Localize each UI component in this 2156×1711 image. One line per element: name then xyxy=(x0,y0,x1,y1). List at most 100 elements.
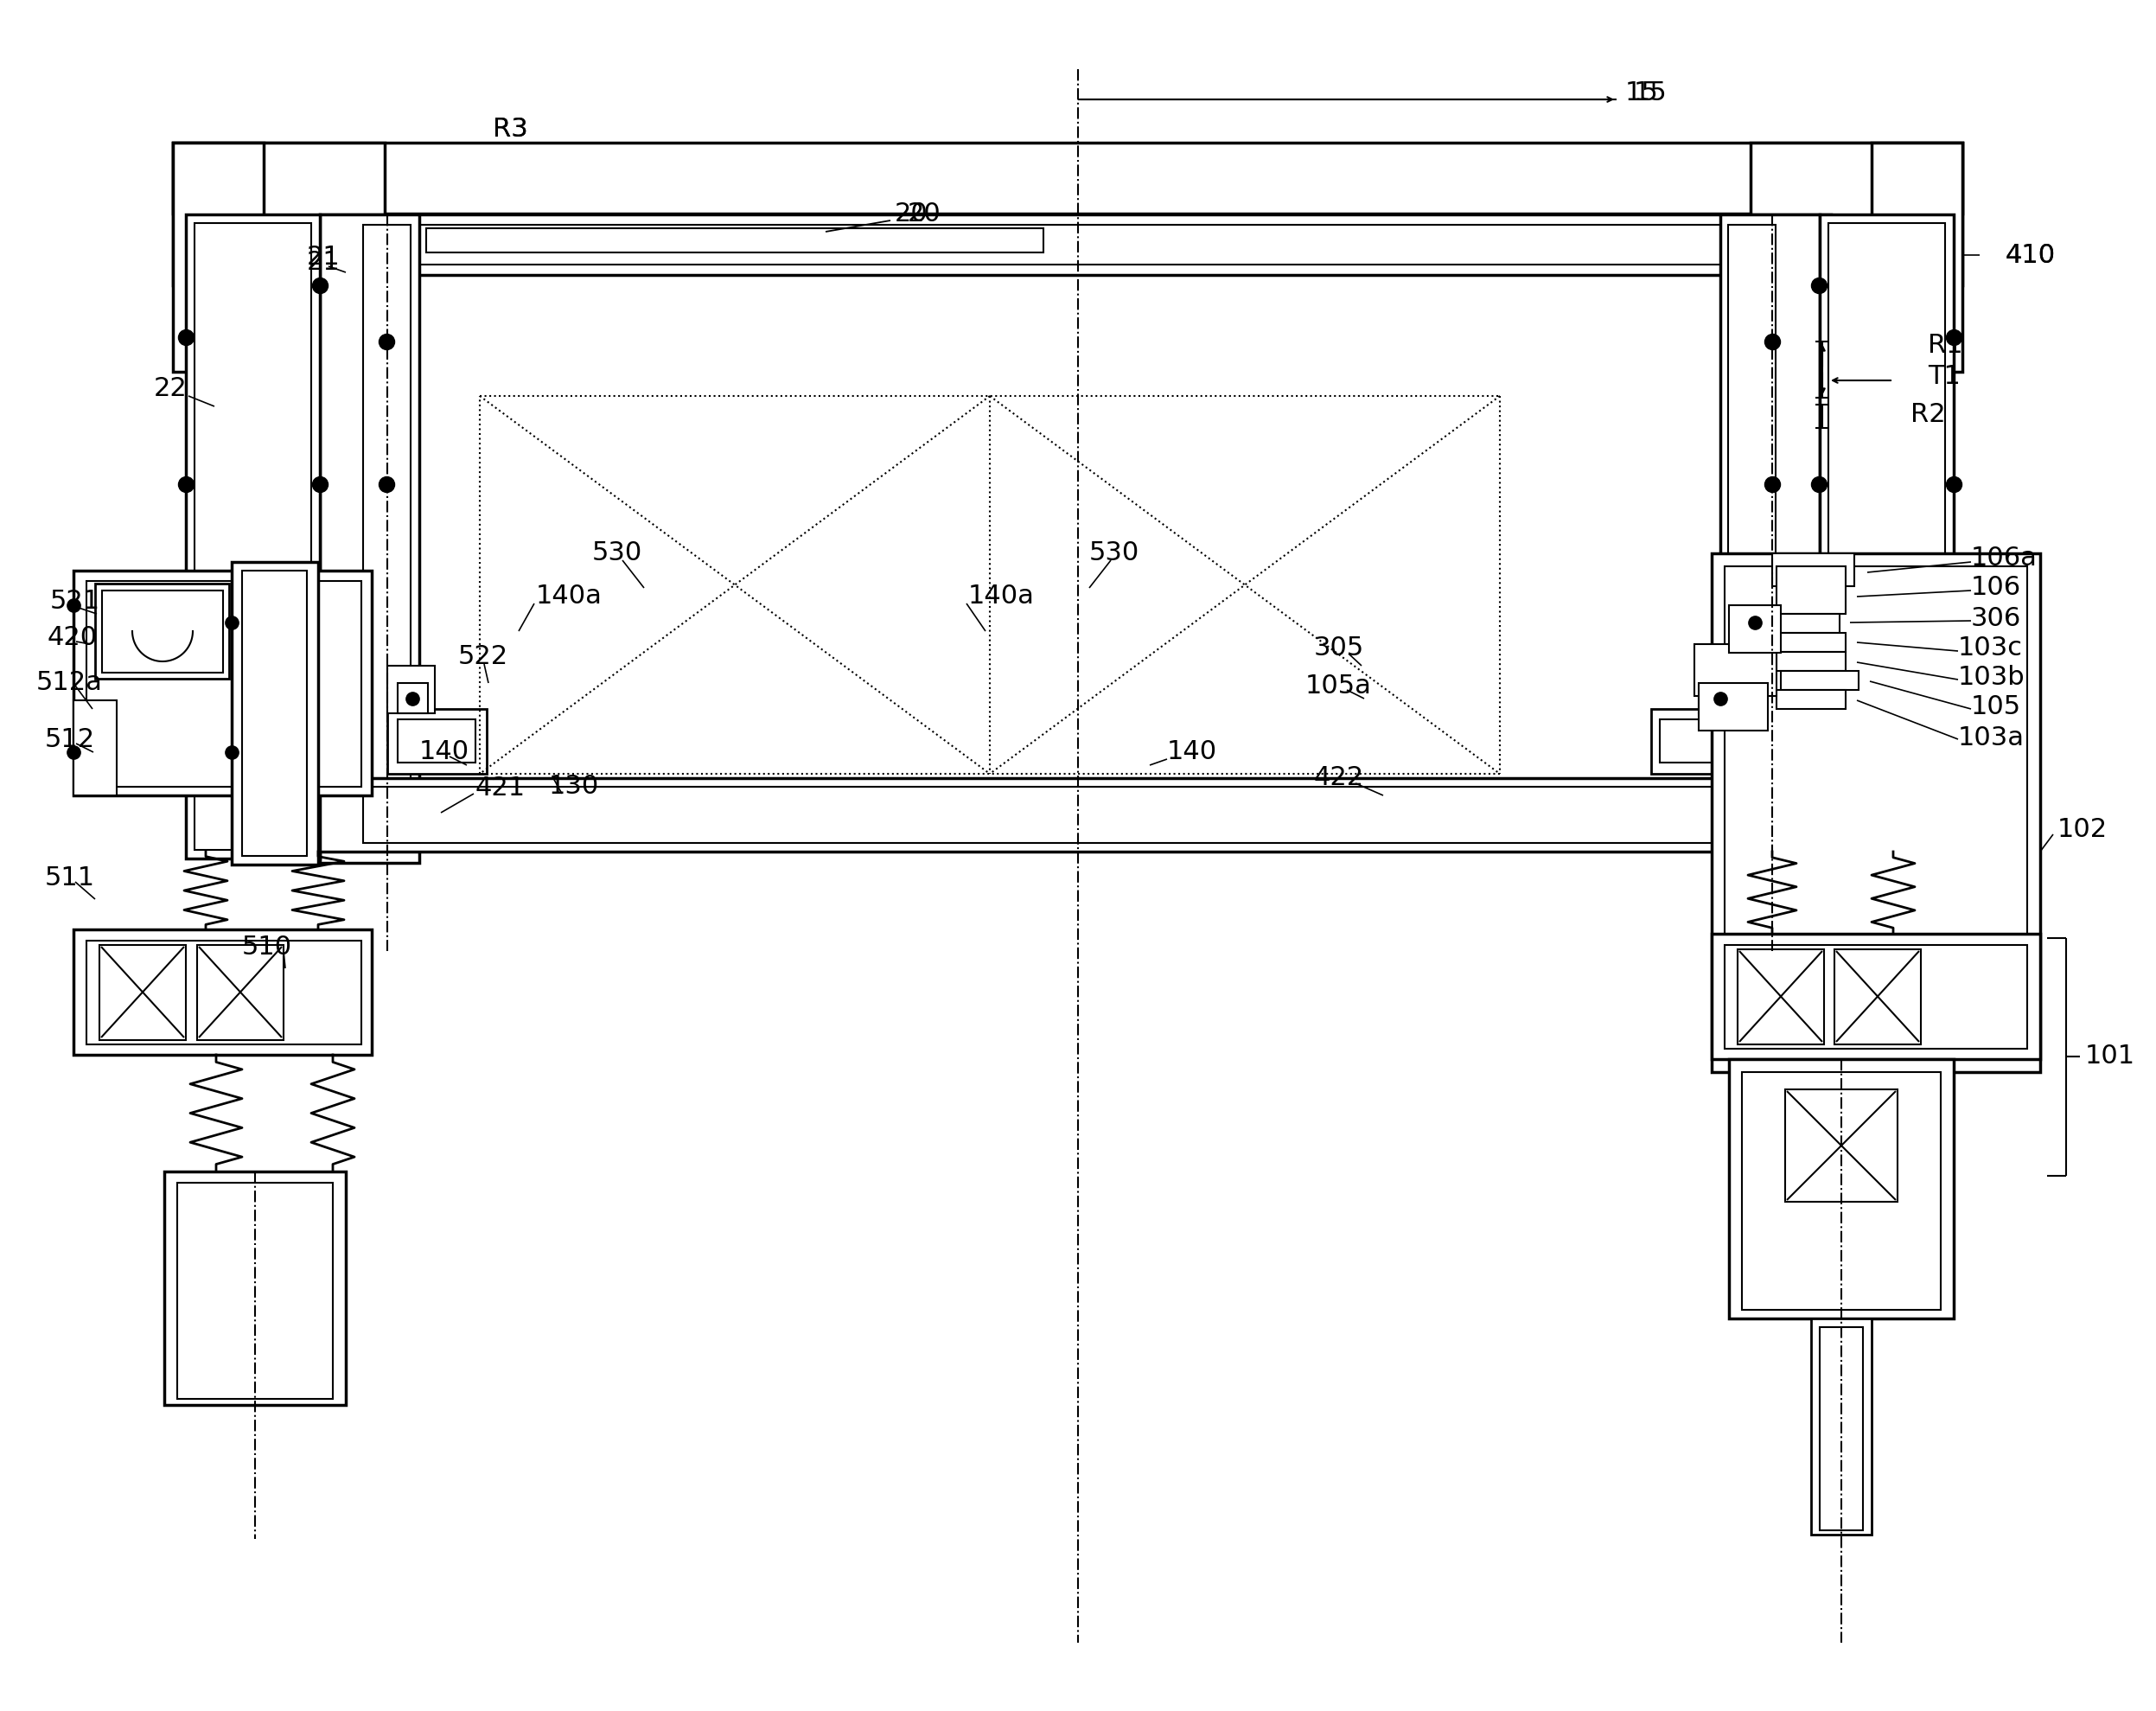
FancyBboxPatch shape xyxy=(319,779,1830,852)
FancyBboxPatch shape xyxy=(86,941,362,1044)
FancyBboxPatch shape xyxy=(73,571,371,796)
FancyBboxPatch shape xyxy=(1777,633,1846,652)
FancyBboxPatch shape xyxy=(319,214,1830,275)
Text: 15: 15 xyxy=(1634,80,1667,106)
Text: 510: 510 xyxy=(241,934,293,960)
Text: 22: 22 xyxy=(153,376,188,402)
FancyBboxPatch shape xyxy=(1820,214,1953,859)
FancyBboxPatch shape xyxy=(196,944,285,1040)
FancyBboxPatch shape xyxy=(172,142,1962,214)
Text: 105a: 105a xyxy=(1304,672,1371,698)
FancyBboxPatch shape xyxy=(1720,214,1820,862)
FancyBboxPatch shape xyxy=(177,1182,332,1400)
FancyBboxPatch shape xyxy=(95,583,229,679)
FancyBboxPatch shape xyxy=(1725,566,2027,1059)
FancyBboxPatch shape xyxy=(397,683,427,713)
FancyBboxPatch shape xyxy=(101,590,222,672)
Text: 421: 421 xyxy=(476,777,526,801)
Text: 103a: 103a xyxy=(1958,725,2024,749)
FancyBboxPatch shape xyxy=(397,719,476,763)
Text: 15: 15 xyxy=(1626,80,1658,106)
FancyBboxPatch shape xyxy=(1712,934,2040,1059)
Text: R3: R3 xyxy=(494,116,528,142)
Text: 306: 306 xyxy=(1971,606,2022,631)
Text: 106a: 106a xyxy=(1971,546,2037,570)
Text: 420: 420 xyxy=(47,625,97,650)
Text: 422: 422 xyxy=(1313,765,1365,790)
FancyBboxPatch shape xyxy=(1751,142,1962,286)
FancyBboxPatch shape xyxy=(185,214,319,859)
Text: 140: 140 xyxy=(1166,739,1218,765)
Text: 140a: 140a xyxy=(537,583,602,609)
FancyBboxPatch shape xyxy=(1811,1319,1871,1535)
Text: 130: 130 xyxy=(550,775,599,799)
Text: T1: T1 xyxy=(1927,363,1960,388)
Text: R2: R2 xyxy=(1910,402,1945,428)
FancyBboxPatch shape xyxy=(194,222,310,850)
FancyBboxPatch shape xyxy=(1828,222,1945,850)
Text: 103b: 103b xyxy=(1958,664,2024,690)
Text: 511: 511 xyxy=(45,866,95,890)
FancyBboxPatch shape xyxy=(99,944,185,1040)
FancyBboxPatch shape xyxy=(231,561,319,864)
Text: 140a: 140a xyxy=(968,583,1035,609)
FancyBboxPatch shape xyxy=(1712,553,2040,1073)
Text: 105: 105 xyxy=(1971,695,2022,720)
FancyBboxPatch shape xyxy=(1742,1073,1940,1311)
FancyBboxPatch shape xyxy=(1699,683,1768,731)
FancyBboxPatch shape xyxy=(1695,643,1777,696)
FancyBboxPatch shape xyxy=(1772,553,1854,587)
FancyBboxPatch shape xyxy=(73,929,371,1054)
FancyBboxPatch shape xyxy=(427,228,1044,253)
Text: 21: 21 xyxy=(306,245,341,270)
FancyBboxPatch shape xyxy=(1777,652,1846,671)
FancyBboxPatch shape xyxy=(1777,566,1846,614)
FancyBboxPatch shape xyxy=(388,666,436,713)
Text: 102: 102 xyxy=(2057,818,2109,842)
FancyBboxPatch shape xyxy=(362,224,410,847)
FancyBboxPatch shape xyxy=(1725,944,2027,1049)
FancyBboxPatch shape xyxy=(1729,1059,1953,1319)
FancyBboxPatch shape xyxy=(1660,719,1738,763)
FancyBboxPatch shape xyxy=(1729,224,1777,847)
Text: 21: 21 xyxy=(306,250,341,274)
Text: R1: R1 xyxy=(1927,334,1962,358)
FancyBboxPatch shape xyxy=(1699,666,1746,713)
Text: 410: 410 xyxy=(2005,243,2057,267)
FancyBboxPatch shape xyxy=(73,700,116,796)
FancyBboxPatch shape xyxy=(86,582,362,787)
Text: 530: 530 xyxy=(593,541,642,566)
Text: 140: 140 xyxy=(418,739,470,765)
FancyBboxPatch shape xyxy=(164,1172,345,1405)
FancyBboxPatch shape xyxy=(1781,671,1858,690)
FancyBboxPatch shape xyxy=(1871,142,1962,371)
Text: 106: 106 xyxy=(1971,575,2022,601)
FancyBboxPatch shape xyxy=(1779,614,1839,633)
Text: 512a: 512a xyxy=(37,671,103,696)
Text: 101: 101 xyxy=(2085,1044,2134,1069)
FancyBboxPatch shape xyxy=(345,224,1805,265)
FancyBboxPatch shape xyxy=(172,142,263,371)
FancyBboxPatch shape xyxy=(1777,690,1846,708)
FancyBboxPatch shape xyxy=(1729,606,1781,654)
Text: 20: 20 xyxy=(895,202,929,228)
Text: 521: 521 xyxy=(50,589,101,614)
FancyBboxPatch shape xyxy=(1651,708,1751,773)
Text: 512: 512 xyxy=(45,727,95,751)
FancyBboxPatch shape xyxy=(1785,1090,1897,1201)
FancyBboxPatch shape xyxy=(1738,950,1824,1044)
Text: R3: R3 xyxy=(494,116,528,142)
FancyBboxPatch shape xyxy=(319,214,418,862)
Text: 305: 305 xyxy=(1313,636,1365,660)
Text: 530: 530 xyxy=(1089,541,1141,566)
Text: 410: 410 xyxy=(2005,243,2057,267)
Text: 522: 522 xyxy=(459,645,509,669)
Text: 103c: 103c xyxy=(1958,636,2022,660)
FancyBboxPatch shape xyxy=(388,708,487,773)
FancyBboxPatch shape xyxy=(362,787,1787,844)
FancyBboxPatch shape xyxy=(241,571,306,856)
Text: 20: 20 xyxy=(908,202,942,228)
FancyBboxPatch shape xyxy=(172,142,384,286)
FancyBboxPatch shape xyxy=(1820,1328,1863,1530)
FancyBboxPatch shape xyxy=(1835,950,1921,1044)
